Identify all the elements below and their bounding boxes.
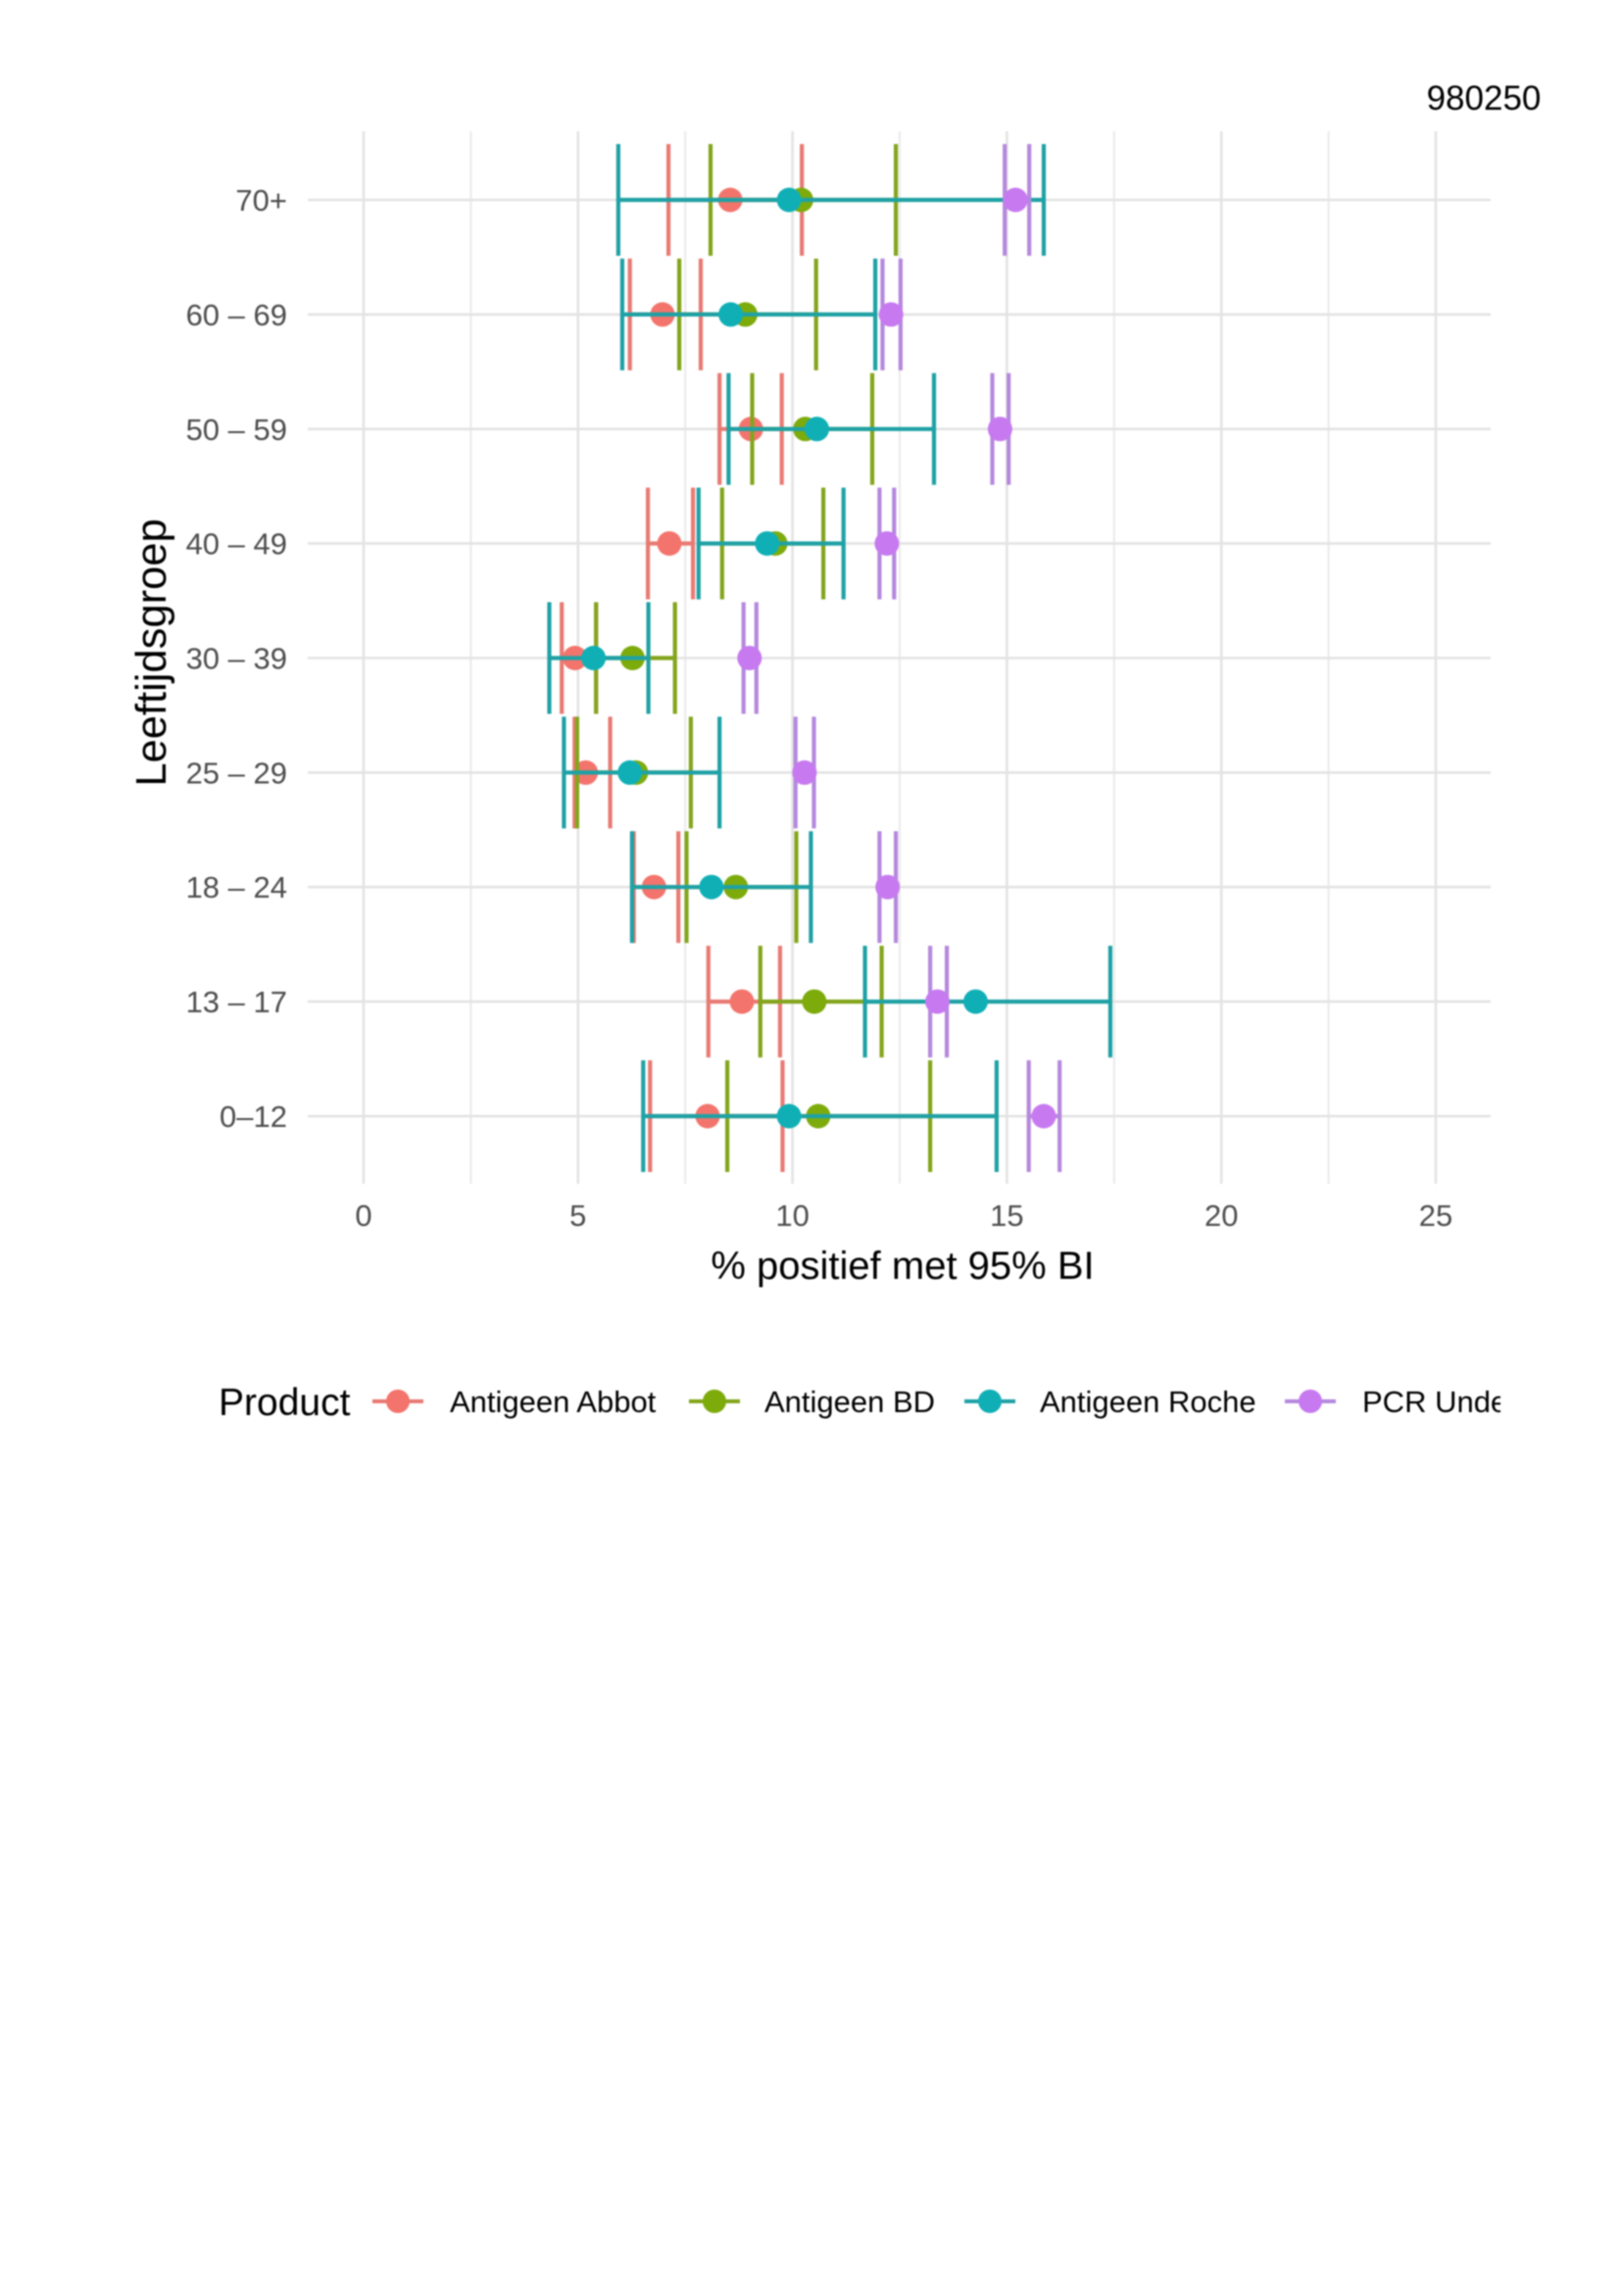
svg-text:Product: Product <box>219 1382 351 1424</box>
svg-text:10: 10 <box>775 1198 809 1233</box>
svg-text:% positief met 95% BI: % positief met 95% BI <box>711 1245 1094 1288</box>
svg-text:Antigeen Abbot: Antigeen Abbot <box>450 1385 657 1419</box>
svg-text:980250: 980250 <box>1427 79 1542 118</box>
svg-text:13 – 17: 13 – 17 <box>186 985 287 1019</box>
svg-text:30 – 39: 30 – 39 <box>186 642 287 676</box>
svg-text:0: 0 <box>355 1198 371 1233</box>
svg-text:0–12: 0–12 <box>220 1099 287 1134</box>
svg-text:5: 5 <box>569 1198 586 1233</box>
svg-text:25: 25 <box>1419 1198 1452 1233</box>
svg-text:PCR Under: PCR Under <box>1362 1385 1518 1419</box>
svg-text:20: 20 <box>1204 1198 1238 1233</box>
svg-text:Antigeen Roche: Antigeen Roche <box>1040 1385 1256 1419</box>
svg-text:18 – 24: 18 – 24 <box>186 870 287 904</box>
svg-text:40 – 49: 40 – 49 <box>186 527 287 562</box>
svg-text:15: 15 <box>990 1198 1023 1233</box>
svg-text:Antigeen BD: Antigeen BD <box>764 1385 935 1419</box>
svg-text:60 – 69: 60 – 69 <box>186 298 287 332</box>
svg-text:70+: 70+ <box>235 183 287 218</box>
svg-text:Leeftijdsgroep: Leeftijdsgroep <box>128 518 175 786</box>
svg-text:25 – 29: 25 – 29 <box>186 756 287 790</box>
svg-text:50 – 59: 50 – 59 <box>186 413 287 447</box>
